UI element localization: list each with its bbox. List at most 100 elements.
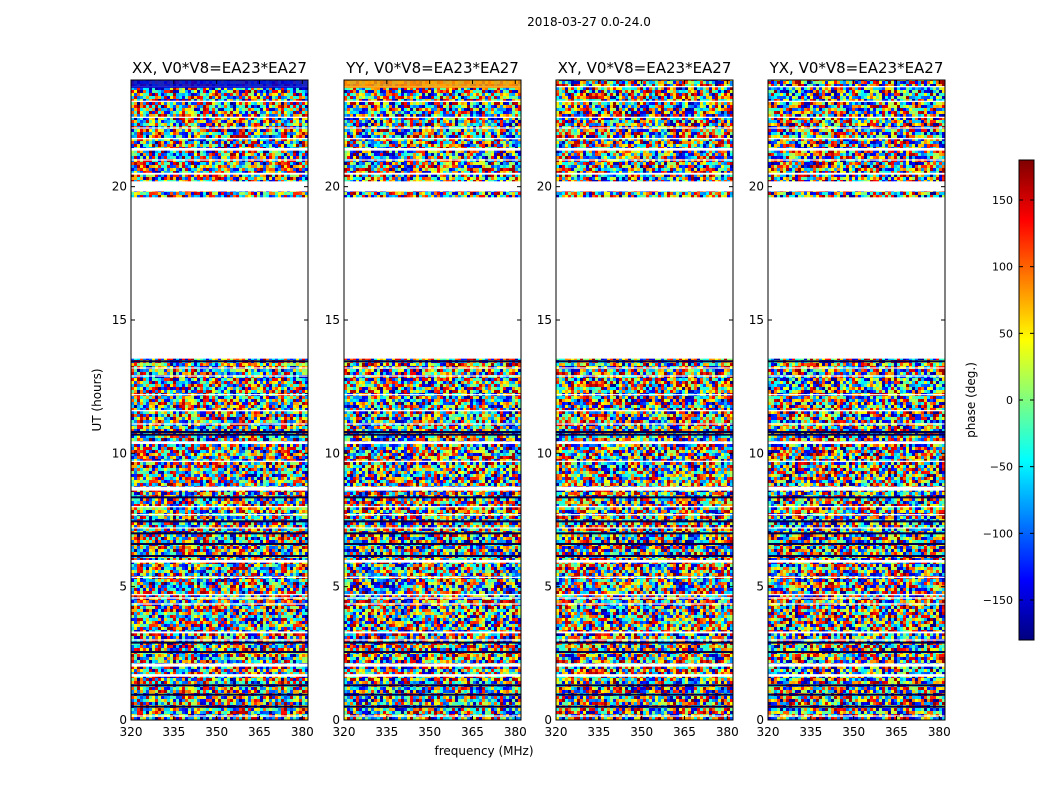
data-segment [768,191,945,198]
flagged-row [344,520,521,523]
blank-row [131,576,308,578]
blank-row [768,86,945,88]
blank-row [556,394,733,396]
data-segment [768,174,945,182]
flagged-row [768,705,945,708]
blank-row [344,423,521,425]
data-segment [344,150,521,173]
colorbar-tick-label: 0 [1006,394,1013,407]
blank-row [768,576,945,578]
y-tick-label: 10 [325,446,340,460]
y-tick-label: 10 [112,446,127,460]
x-tick-label: 335 [799,725,822,739]
figure-suptitle: 2018-03-27 0.0-24.0 [527,15,651,29]
colorbar-tick-label: −50 [990,461,1013,474]
blank-row [344,514,521,516]
data-segment [131,174,308,182]
blank-row [556,138,733,140]
panel-title: XX, V0*V8=EA23*EA27 [132,59,307,77]
flagged-row [556,520,733,523]
blank-row [131,367,308,369]
flagged-row [344,532,521,535]
data-segment [344,676,521,720]
blank-row [556,594,733,596]
flagged-row [556,641,733,644]
blank-row [768,100,945,102]
x-tick-label: 380 [291,725,314,739]
flagged-row [556,705,733,708]
data-segment [556,150,733,173]
heatmap-image [556,80,733,720]
data-segment [344,490,521,560]
blank-row [556,100,733,102]
flagged-row [131,543,308,545]
flagged-row [768,496,945,499]
flagged-row [131,705,308,708]
flagged-row [768,693,945,696]
blank-row [131,375,308,377]
flagged-row [556,532,733,535]
flagged-row [131,431,308,433]
data-segment [768,358,945,442]
blank-row [344,527,521,529]
data-segment [556,676,733,720]
colorbar-tick-label: 50 [999,327,1013,340]
blank-row [131,514,308,516]
colorbar-tick-label: −100 [983,527,1013,540]
blank-row [556,514,733,516]
data-segment [131,444,308,487]
panel-title: XY, V0*V8=EA23*EA27 [558,59,732,77]
panel-title: YY, V0*V8=EA23*EA27 [345,59,519,77]
colorbar-tick-label: 150 [992,194,1013,207]
x-tick-label: 335 [375,725,398,739]
flagged-row [131,433,308,436]
blank-row [556,367,733,369]
flagged-row [556,360,733,363]
blank-row [131,594,308,596]
y-tick-label: 5 [119,580,127,594]
x-tick-label: 350 [842,725,865,739]
colorbar-tick-label: 100 [992,261,1013,274]
blank-row [556,86,733,88]
data-segment [131,191,308,198]
data-segment [131,676,308,720]
colorbar: −150 −100 −50 0 50 100 150 [983,159,1035,641]
blank-row [131,715,308,717]
blank-row [344,138,521,140]
x-tick-label: 380 [504,725,527,739]
flagged-row [556,431,733,433]
heatmap-image [344,80,521,720]
blank-row [768,603,945,605]
blank-row [344,410,521,412]
blank-row [768,394,945,396]
data-segment [768,80,945,148]
panels: XX, V0*V8=EA23*EA27 320 335 350 365 380 0 5 10 15… [112,59,951,739]
y-tick-label: 20 [749,180,764,194]
data-segment [131,562,308,598]
data-segment [768,676,945,720]
panel-yy: YY, V0*V8=EA23*EA27 320 335 350 365 380 0 5 10 15… [325,59,527,739]
blank-row [344,603,521,605]
flagged-row [768,543,945,545]
blank-row [344,375,521,377]
flagged-row [344,433,521,436]
data-segment [131,666,308,675]
flagged-row [768,360,945,363]
x-tick-label: 320 [120,725,143,739]
data-segment [556,358,733,442]
blank-row [344,460,521,462]
x-tick-label: 380 [716,725,739,739]
blank-row [344,576,521,578]
y-tick-label: 20 [112,180,127,194]
blank-row [768,375,945,377]
data-segment [131,633,308,664]
y-tick-label: 20 [537,180,552,194]
top-band [131,80,308,88]
flagged-row [768,684,945,687]
flagged-row [344,555,521,557]
x-tick-label: 320 [757,725,780,739]
data-segment [556,80,733,148]
flagged-row [344,684,521,687]
data-segment [768,150,945,173]
blank-row [556,423,733,425]
